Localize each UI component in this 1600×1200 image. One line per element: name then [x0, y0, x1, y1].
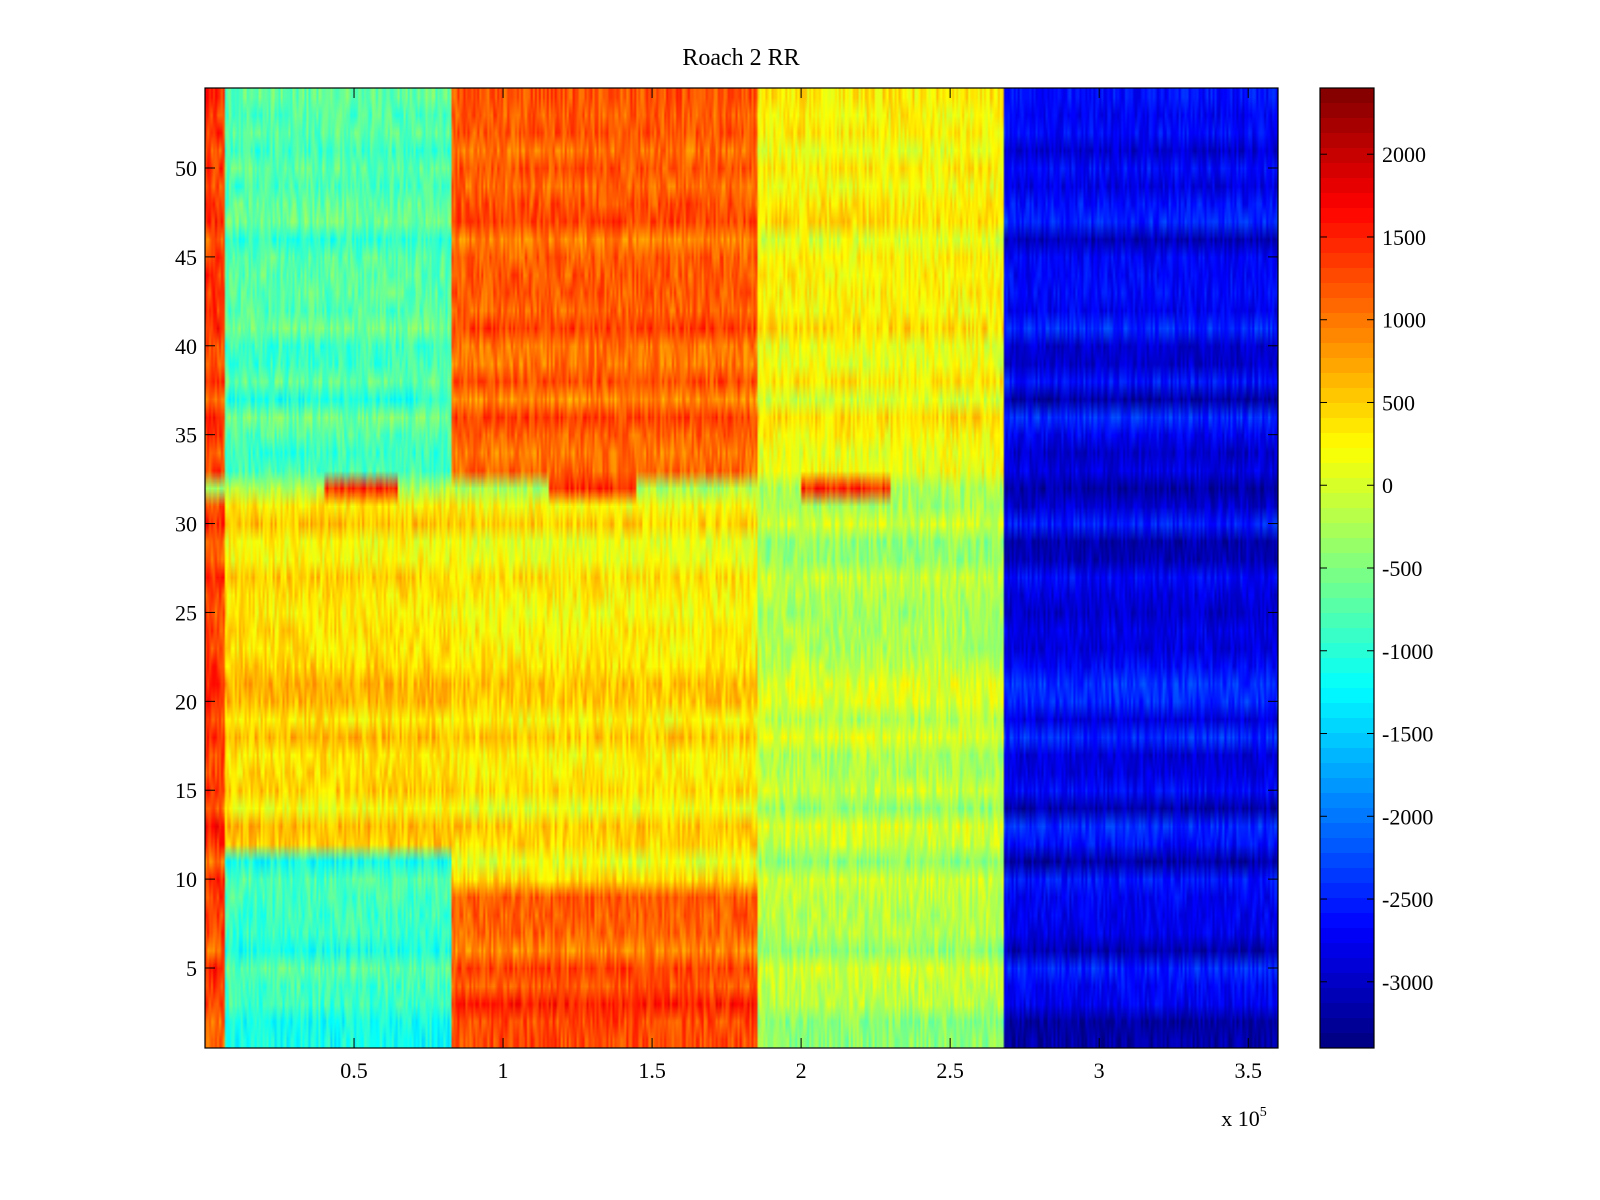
colorbar-tick-label: 1500 — [1382, 225, 1426, 250]
x-tick-label: 0.5 — [340, 1058, 368, 1083]
colorbar-tick-label: 2000 — [1382, 142, 1426, 167]
colorbar-tick-label: -1500 — [1382, 722, 1433, 747]
colorbar-gradient — [1320, 88, 1374, 1048]
y-tick-label: 45 — [175, 245, 197, 270]
y-tick-label: 40 — [175, 334, 197, 359]
y-tick-label: 30 — [175, 512, 197, 537]
colorbar-tick-label: 500 — [1382, 390, 1415, 415]
y-tick-label: 50 — [175, 156, 197, 181]
colorbar-tick-label: -3000 — [1382, 970, 1433, 995]
y-axis: 5 10 15 20 25 30 35 40 45 50 — [175, 156, 1278, 981]
colorbar-tick-label: -1000 — [1382, 639, 1433, 664]
x-tick-label: 1 — [498, 1058, 509, 1083]
y-tick-label: 5 — [186, 956, 197, 981]
y-tick-label: 20 — [175, 689, 197, 714]
chart-title: Roach 2 RR — [682, 45, 799, 71]
x-multiplier-label: x 105 — [1221, 1105, 1267, 1131]
y-tick-label: 25 — [175, 600, 197, 625]
x-tick-label: 3 — [1094, 1058, 1105, 1083]
colorbar-tick-label: 0 — [1382, 473, 1393, 498]
colorbar-tick-label: -2500 — [1382, 887, 1433, 912]
x-tick-label: 3.5 — [1234, 1058, 1262, 1083]
y-tick-label: 35 — [175, 423, 197, 448]
colorbar: 2000 1500 1000 500 0 -500 -1000 -1500 -2000 -2500… — [1319, 87, 1433, 1049]
colorbar-tick-label: 1000 — [1382, 308, 1426, 333]
x-tick-label: 2.5 — [936, 1058, 964, 1083]
x-tick-label: 1.5 — [638, 1058, 666, 1083]
x-axis: 0.5 1 1.5 2 2.5 3 3.5 — [340, 88, 1262, 1083]
y-tick-label: 15 — [175, 778, 197, 803]
plot-frame — [204, 87, 1279, 1049]
heatmap-image — [205, 88, 1278, 1048]
y-tick-label: 10 — [175, 867, 197, 892]
heatmap-plot-area — [204, 87, 1279, 1049]
colorbar-tick-label: -2000 — [1382, 804, 1433, 829]
x-tick-label: 2 — [796, 1058, 807, 1083]
colorbar-tick-label: -500 — [1382, 556, 1422, 581]
